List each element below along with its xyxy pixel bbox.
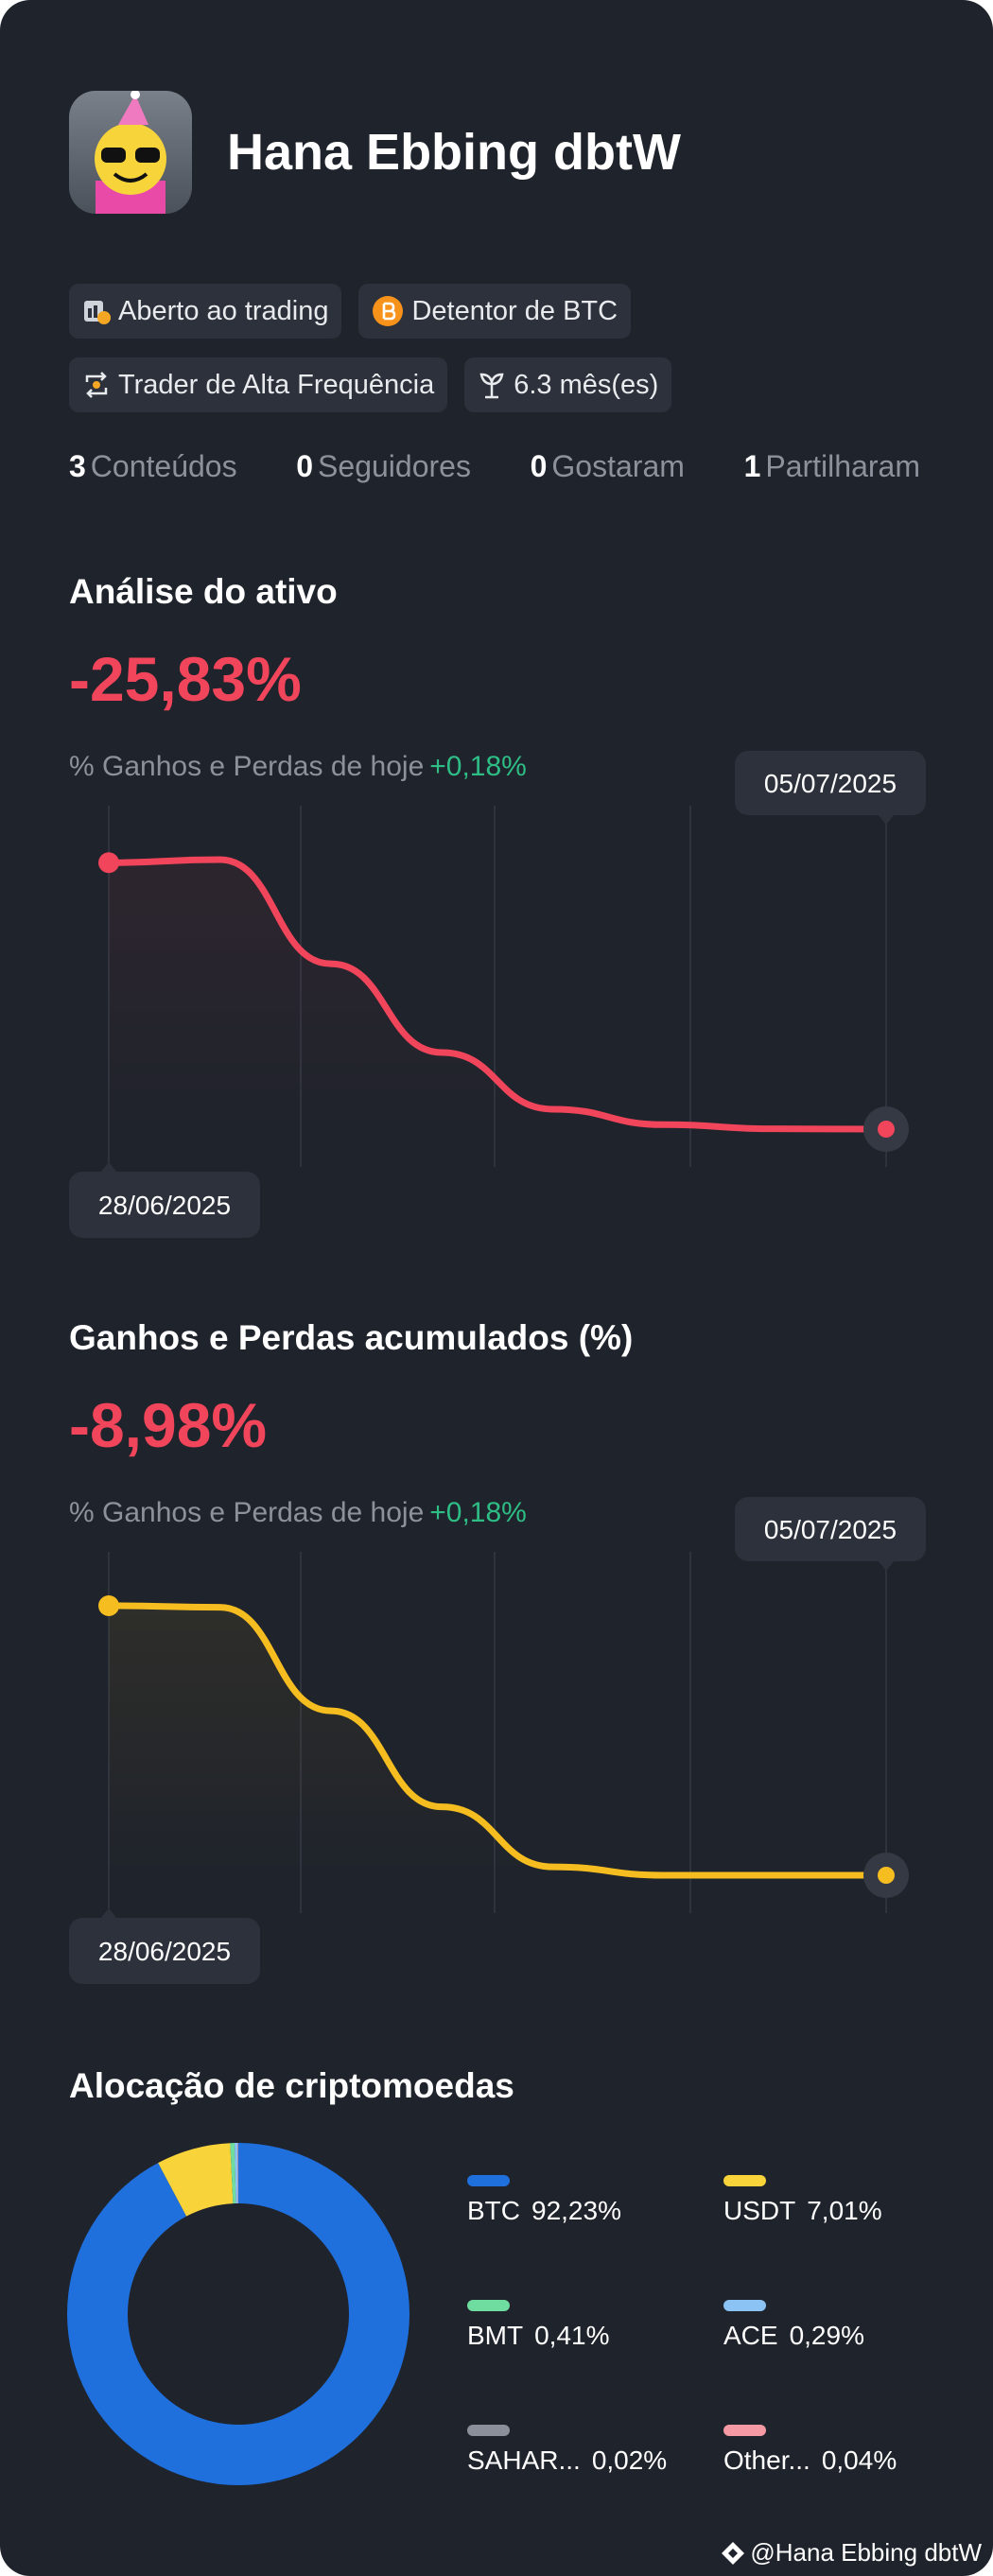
stats: 3 Conteúdos 0 Seguidores 0 Gostaram 1 Partilhar… [69, 449, 920, 484]
headline-value: -25,83% [69, 644, 302, 714]
badge-text: Trader de Alta Frequência [118, 369, 435, 400]
tooltip [735, 751, 926, 815]
line [105, 1602, 890, 1879]
line-chart: 05/07/2025 28/06/2025 [69, 751, 926, 1238]
legend-name: BMT [467, 2321, 523, 2350]
badge: Detentor de BTC [358, 284, 632, 339]
legend-swatch [467, 2300, 510, 2311]
donut-segment [235, 2143, 238, 2204]
subtitle-text: % Ganhos e Perdas de hoje [69, 1497, 425, 1528]
badge: Aberto ao trading [69, 284, 342, 339]
legend-name: ACE [723, 2321, 778, 2350]
start-point [98, 852, 119, 874]
donut-segment [67, 2143, 410, 2485]
legend-name: BTC [467, 2196, 520, 2225]
legend-label: ACE 0,29% [723, 2321, 864, 2350]
logo [722, 2541, 745, 2565]
legend-label: USDT 7,01% [723, 2196, 882, 2225]
avatar [69, 91, 192, 214]
badges: Aberto ao trading Detentor de BTC Trader… [69, 284, 722, 412]
tooltip-pointer [878, 1560, 895, 1571]
section-title: Alocação de criptomoedas [69, 2066, 514, 2105]
tooltip-pointer [878, 814, 895, 825]
badge-text: Detentor de BTC [411, 295, 618, 326]
badge: Trader de Alta Frequência [69, 357, 448, 412]
stat-label: Gostaram [551, 449, 685, 483]
donut-segment [230, 2143, 236, 2204]
badge-text: Aberto ao trading [118, 295, 329, 326]
area [109, 1606, 886, 1875]
stat-label: Conteúdos [90, 449, 237, 483]
stat-count: 3 [69, 449, 86, 483]
date-label: 28/06/2025 [98, 1937, 231, 1966]
subtitle: % Ganhos e Perdas de hoje +0,18% [69, 1497, 527, 1529]
stat: 0 Seguidores [296, 449, 471, 484]
stat-label: Seguidores [318, 449, 471, 483]
legend-label: SAHAR... 0,02% [467, 2445, 667, 2475]
end-point [878, 1121, 895, 1138]
stat-count: 0 [530, 449, 548, 483]
legend-value: 0,29% [790, 2321, 864, 2350]
line-chart: 05/07/2025 28/06/2025 [69, 1497, 926, 1984]
subtitle: % Ganhos e Perdas de hoje +0,18% [69, 751, 527, 783]
stat-count: 1 [743, 449, 761, 483]
date-label: 05/07/2025 [764, 1515, 897, 1544]
date-label: 28/06/2025 [98, 1191, 231, 1220]
tooltip [735, 1497, 926, 1561]
stat-label: Partilharam [765, 449, 920, 483]
stat: 3 Conteúdos [69, 449, 237, 484]
legend-name: SAHAR... [467, 2445, 581, 2475]
section-title: Ganhos e Perdas acumulados (%) [69, 1318, 634, 1357]
badge-text: 6.3 mês(es) [514, 369, 659, 400]
legend-value: 0,41% [534, 2321, 609, 2350]
footer: @Hana Ebbing dbtW [720, 2538, 982, 2567]
legend-swatch [723, 2425, 766, 2436]
stat: 0 Gostaram [531, 449, 685, 484]
legend-name: USDT [723, 2196, 795, 2225]
legend-name: Other... [723, 2445, 810, 2475]
legend-label: Other... 0,04% [723, 2445, 897, 2475]
start-point [98, 1595, 119, 1616]
end-point [878, 1867, 895, 1884]
stat: 1 Partilharam [744, 449, 920, 484]
badge-icon [373, 296, 404, 326]
tooltip [69, 1172, 260, 1238]
tooltip [69, 1918, 260, 1984]
section-title: Análise do ativo [69, 572, 338, 611]
date-label: 05/07/2025 [764, 769, 897, 798]
legend-value: 0,04% [822, 2445, 897, 2475]
tooltip-pointer [100, 1908, 117, 1919]
subtitle-value: +0,18% [429, 751, 527, 782]
badge: 6.3 mês(es) [464, 357, 672, 412]
legend-value: 0,02% [592, 2445, 667, 2475]
headline-value: -8,98% [69, 1390, 268, 1460]
badge-icon [479, 373, 504, 399]
donut-chart: BTC 92,23% USDT 7,01% BMT 0,41% ACE 0,29% SAHAR.… [67, 2143, 897, 2485]
user-name: Hana Ebbing dbtW [227, 124, 681, 181]
legend-swatch [723, 2175, 766, 2186]
subtitle-value: +0,18% [429, 1497, 527, 1528]
legend-value: 92,23% [531, 2196, 621, 2225]
donut-segment [158, 2143, 234, 2217]
badge-icon [85, 372, 108, 398]
legend-swatch [723, 2300, 766, 2311]
tooltip-pointer [100, 1162, 117, 1173]
subtitle-text: % Ganhos e Perdas de hoje [69, 751, 425, 782]
area [109, 860, 886, 1129]
legend-swatch [467, 2425, 510, 2436]
line [105, 856, 890, 1133]
legend-swatch [467, 2175, 510, 2186]
footer-text: @Hana Ebbing dbtW [750, 2538, 982, 2567]
stat-count: 0 [296, 449, 314, 483]
legend-label: BMT 0,41% [467, 2321, 610, 2350]
badge-icon [84, 301, 111, 324]
legend-value: 7,01% [807, 2196, 881, 2225]
legend-label: BTC 92,23% [467, 2196, 621, 2225]
